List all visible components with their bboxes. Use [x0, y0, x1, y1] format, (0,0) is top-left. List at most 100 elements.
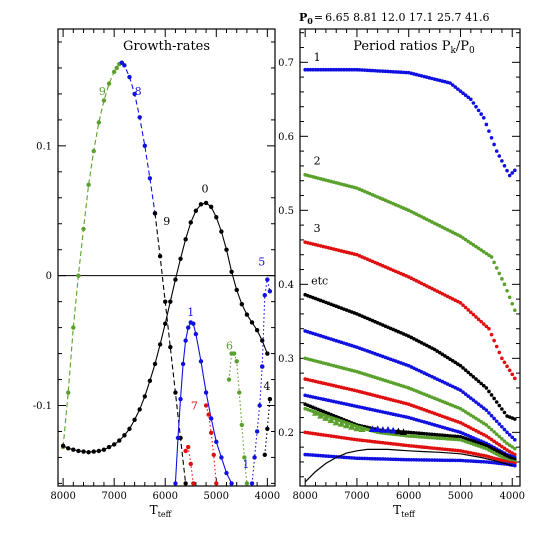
data-point: [409, 434, 414, 439]
data-point: [412, 444, 416, 448]
x-tick-label: 7000: [101, 491, 126, 502]
series-label: 7: [191, 399, 198, 412]
data-point: [111, 69, 117, 75]
data-point: [262, 292, 267, 298]
data-point: [352, 67, 357, 72]
data-point: [168, 299, 173, 304]
data-point: [257, 403, 262, 408]
x-label-sub: teff: [158, 510, 173, 519]
data-point: [458, 363, 463, 368]
data-point: [193, 331, 199, 337]
data-point: [437, 436, 442, 441]
p0-label: P: [299, 11, 307, 24]
data-point: [378, 457, 383, 461]
data-point: [445, 355, 450, 360]
data-point: [425, 458, 429, 462]
data-point: [198, 359, 204, 364]
data-point: [344, 455, 349, 460]
data-point: [471, 101, 476, 105]
x-axis-label: Tteff: [150, 503, 173, 519]
data-point: [461, 236, 465, 240]
data-point: [507, 443, 512, 447]
data-point: [466, 394, 471, 398]
data-point: [476, 246, 481, 251]
data-point: [303, 67, 307, 72]
data-point: [331, 454, 336, 459]
data-point: [373, 68, 377, 73]
data-point: [329, 67, 333, 72]
data-point: [106, 444, 112, 450]
data-point: [203, 200, 209, 206]
data-point: [355, 67, 359, 72]
series-label: 9: [163, 215, 170, 228]
data-point: [445, 433, 450, 438]
data-point: [378, 69, 383, 73]
data-point: [203, 403, 209, 408]
data-point: [505, 441, 509, 446]
data-point: [211, 452, 216, 458]
data-point: [244, 481, 250, 486]
data-point: [453, 437, 458, 442]
data-point: [308, 453, 313, 457]
data-point: [342, 455, 346, 460]
data-point: [111, 442, 117, 447]
data-point: [303, 452, 307, 457]
data-point: [497, 350, 502, 355]
data-point: [453, 434, 458, 439]
data-point: [510, 372, 515, 377]
data-point: [458, 301, 463, 305]
data-point: [430, 458, 434, 462]
data-point: [157, 342, 163, 347]
data-point: [226, 377, 232, 382]
data-point: [152, 211, 158, 216]
data-point: [494, 344, 499, 349]
data-point: [414, 431, 419, 435]
data-point: [239, 422, 245, 428]
data-point: [461, 390, 465, 394]
triangle-marker: [311, 409, 320, 416]
data-point: [265, 277, 270, 282]
data-point: [406, 457, 411, 462]
data-point: [362, 456, 367, 461]
data-point: [404, 70, 408, 75]
series-label: 1: [187, 306, 194, 319]
plot-area: [303, 67, 517, 483]
data-point: [219, 229, 224, 234]
series-line: [251, 366, 263, 484]
data-point: [401, 457, 406, 462]
data-point: [137, 407, 142, 412]
data-point: [484, 434, 489, 438]
data-point: [388, 69, 393, 74]
data-point: [406, 443, 411, 448]
x-tick-label: 5000: [204, 491, 229, 502]
data-point: [479, 112, 483, 116]
data-point: [412, 458, 416, 462]
data-point: [71, 447, 76, 452]
data-point: [461, 408, 465, 413]
data-point: [180, 361, 186, 367]
data-point: [435, 436, 439, 440]
data-point: [456, 458, 460, 463]
data-point: [326, 454, 331, 459]
data-point: [265, 426, 270, 432]
data-point: [326, 67, 331, 72]
data-point: [450, 448, 455, 452]
data-point: [106, 81, 112, 86]
data-point: [173, 277, 178, 282]
triangle-marker: [317, 412, 325, 419]
data-point: [440, 436, 445, 441]
data-point: [267, 396, 273, 402]
data-point: [489, 427, 494, 432]
data-point: [393, 70, 398, 74]
data-point: [505, 364, 509, 369]
x-axis-label: Tteff: [393, 503, 416, 519]
data-point: [507, 173, 512, 178]
data-point: [440, 447, 445, 451]
triangle-marker: [332, 418, 340, 426]
data-point: [500, 424, 504, 429]
data-point: [443, 458, 447, 463]
data-point: [368, 68, 372, 73]
data-point: [500, 159, 504, 163]
data-point: [360, 68, 364, 72]
data-point: [463, 458, 468, 463]
